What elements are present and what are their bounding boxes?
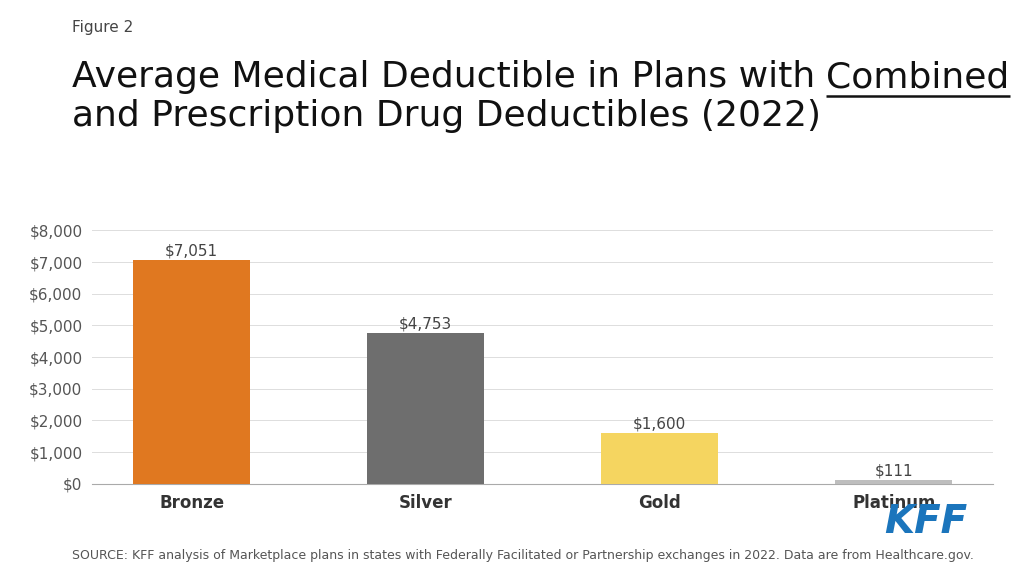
Text: and Prescription Drug Deductibles (2022): and Prescription Drug Deductibles (2022) xyxy=(72,98,820,132)
Text: SOURCE: KFF analysis of Marketplace plans in states with Federally Facilitated o: SOURCE: KFF analysis of Marketplace plan… xyxy=(72,548,974,562)
Text: Medical: Medical xyxy=(1010,60,1024,94)
Bar xyxy=(601,433,718,484)
Text: Average Medical Deductible in Plans with: Average Medical Deductible in Plans with xyxy=(72,60,826,94)
Text: Combined: Combined xyxy=(826,60,1010,94)
Text: $7,051: $7,051 xyxy=(165,244,218,259)
Text: KFF: KFF xyxy=(885,503,968,541)
Bar xyxy=(133,260,250,484)
Text: $4,753: $4,753 xyxy=(399,316,453,331)
Bar xyxy=(836,480,952,484)
Text: Figure 2: Figure 2 xyxy=(72,20,133,35)
Bar xyxy=(368,334,484,484)
Text: $111: $111 xyxy=(874,464,913,479)
Text: $1,600: $1,600 xyxy=(633,416,686,431)
